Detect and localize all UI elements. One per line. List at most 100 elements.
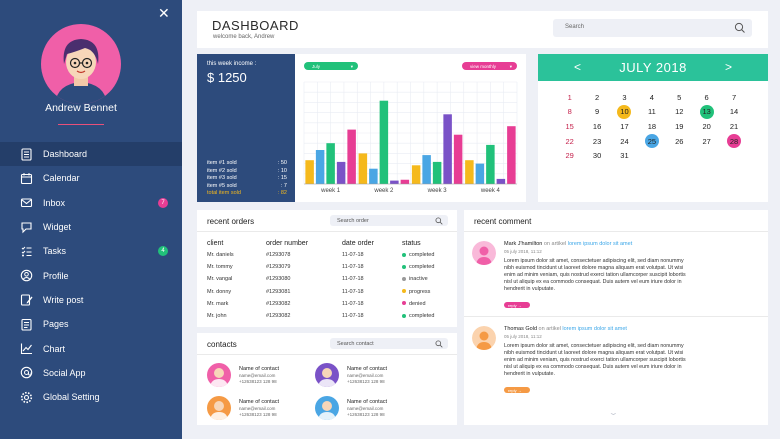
close-icon[interactable]: ✕ bbox=[158, 5, 170, 21]
calendar-day[interactable]: 9 bbox=[583, 105, 610, 120]
contact-search-input[interactable]: Search contact bbox=[330, 338, 448, 349]
sidebar-item-label: Tasks bbox=[43, 246, 67, 257]
table-row[interactable]: Mr. tommy #1293079 11-07-18 completed bbox=[207, 261, 452, 273]
contact-item[interactable]: Name of contact name@email.com +12638123 1… bbox=[207, 396, 279, 420]
calendar-day[interactable]: 4 bbox=[638, 90, 665, 105]
calendar-day[interactable]: 5 bbox=[666, 90, 693, 105]
calendar-day-number: 10 bbox=[617, 104, 632, 119]
sidebar-item-global-setting[interactable]: Global Setting bbox=[0, 385, 182, 409]
calendar-day[interactable]: 14 bbox=[720, 105, 747, 120]
tasks-icon bbox=[19, 244, 34, 259]
table-row[interactable]: Mr. john #1293082 11-07-18 completed bbox=[207, 310, 452, 322]
search-icon[interactable] bbox=[435, 339, 443, 348]
calendar-day[interactable]: 29 bbox=[556, 148, 583, 163]
comment-author-line: Mark J'hamilton on artikel lorem ipsum d… bbox=[504, 241, 632, 247]
calendar-day[interactable]: 27 bbox=[693, 134, 720, 149]
column-header: status bbox=[402, 239, 421, 247]
income-item: item #1 sold: 50 bbox=[207, 160, 287, 168]
reply-button[interactable]: reply → bbox=[504, 387, 530, 393]
status-badge: progress bbox=[409, 288, 431, 295]
comment-avatar bbox=[472, 241, 496, 265]
order-search-input[interactable]: Search order bbox=[330, 215, 448, 226]
calendar-day[interactable]: 18 bbox=[638, 119, 665, 134]
calendar-day[interactable]: 13 bbox=[693, 104, 720, 120]
contact-item[interactable]: Name of contact name@email.com +12638123 1… bbox=[315, 363, 387, 387]
avatar[interactable] bbox=[41, 24, 121, 104]
calendar-day[interactable]: 20 bbox=[693, 119, 720, 134]
bar-chart: week 1 week 2 week 3 week 4 bbox=[303, 81, 518, 194]
sidebar-item-widget[interactable]: Widget bbox=[0, 215, 182, 239]
comment-date: 05 july 2018, 11:12 bbox=[504, 248, 542, 254]
contact-avatar bbox=[315, 363, 339, 387]
calendar-day[interactable]: 17 bbox=[611, 119, 638, 134]
calendar-day[interactable]: 3 bbox=[611, 90, 638, 105]
search-icon[interactable] bbox=[435, 216, 443, 225]
calendar-day[interactable]: 8 bbox=[556, 105, 583, 120]
article-link[interactable]: lorem ipsum dolor sit amet bbox=[562, 326, 627, 332]
contacts-title: contacts bbox=[207, 340, 237, 349]
sidebar-item-pages[interactable]: Pages bbox=[0, 312, 182, 336]
calendar-day[interactable]: 12 bbox=[666, 105, 693, 120]
table-row[interactable]: Mr. donny #1293081 11-07-18 progress bbox=[207, 286, 452, 298]
calendar-day[interactable]: 6 bbox=[693, 90, 720, 105]
table-row[interactable]: Mr. vangal #1293080 11-07-18 inactive bbox=[207, 273, 452, 285]
search-input[interactable]: Search bbox=[553, 19, 752, 37]
next-month-icon[interactable]: > bbox=[725, 60, 733, 74]
sidebar-item-profile[interactable]: Profile bbox=[0, 263, 182, 287]
sidebar-item-label: Widget bbox=[43, 222, 72, 233]
calendar-day[interactable]: 24 bbox=[611, 134, 638, 149]
chart-bar bbox=[379, 100, 389, 184]
sidebar-item-label: Social App bbox=[43, 367, 86, 378]
sidebar-item-dashboard[interactable]: Dashboard bbox=[0, 142, 182, 167]
client-cell: Mr. tommy bbox=[207, 264, 233, 271]
sidebar-item-inbox[interactable]: Inbox 7 bbox=[0, 191, 182, 215]
sidebar-item-chart[interactable]: Chart bbox=[0, 336, 182, 360]
status-dot bbox=[402, 289, 406, 294]
sidebar-item-social-app[interactable]: Social App bbox=[0, 361, 182, 385]
contacts-panel: contacts Search contact Name of contact n… bbox=[197, 333, 457, 425]
calendar-day[interactable]: 15 bbox=[556, 119, 583, 134]
status-dot bbox=[402, 313, 406, 318]
calendar-day[interactable]: 23 bbox=[583, 134, 610, 149]
sidebar-item-write-post[interactable]: Write post bbox=[0, 288, 182, 312]
calendar-day[interactable]: 21 bbox=[720, 119, 747, 134]
calendar-day[interactable]: 28 bbox=[720, 134, 747, 149]
contact-item[interactable]: Name of contact name@email.com +12638123 1… bbox=[315, 396, 387, 420]
income-item-value: : 82 bbox=[277, 190, 287, 197]
write-post-icon bbox=[19, 292, 34, 307]
calendar-day[interactable]: 16 bbox=[583, 119, 610, 134]
reply-button[interactable]: reply → bbox=[504, 302, 530, 308]
calendar-day[interactable]: 31 bbox=[611, 148, 638, 163]
client-cell: Mr. donny bbox=[207, 288, 232, 295]
calendar-day[interactable]: 30 bbox=[583, 148, 610, 163]
calendar-day[interactable]: 10 bbox=[611, 104, 638, 120]
calendar-day[interactable]: 1 bbox=[556, 90, 583, 105]
sidebar-item-calendar[interactable]: Calendar bbox=[0, 166, 182, 190]
calendar-day[interactable]: 7 bbox=[720, 90, 747, 105]
order-search-placeholder: Search order bbox=[337, 217, 369, 224]
calendar-day[interactable]: 22 bbox=[556, 134, 583, 149]
search-icon[interactable] bbox=[734, 22, 746, 34]
calendar-day-number: 12 bbox=[675, 107, 684, 117]
comment-author: Mark J'hamilton bbox=[504, 241, 543, 247]
month-dropdown[interactable]: July ▾ bbox=[304, 62, 358, 70]
x-tick-label: week 3 bbox=[427, 188, 448, 194]
calendar-day[interactable]: 25 bbox=[638, 134, 665, 149]
prev-month-icon[interactable]: < bbox=[574, 60, 582, 74]
header: DASHBOARD welcome back, Andrew Search bbox=[197, 11, 768, 48]
divider bbox=[197, 231, 457, 232]
chevron-down-icon[interactable]: ⌄ bbox=[607, 408, 619, 417]
sidebar-item-label: Calendar bbox=[43, 173, 80, 184]
comment-date: 05 july 2018, 11:12 bbox=[504, 333, 542, 339]
sidebar-item-tasks[interactable]: Tasks 4 bbox=[0, 239, 182, 263]
calendar-day[interactable]: 11 bbox=[638, 105, 665, 120]
contact-item[interactable]: Name of contact name@email.com +12638123 1… bbox=[207, 363, 279, 387]
view-dropdown[interactable]: view monthly ▾ bbox=[462, 62, 517, 70]
table-row[interactable]: Mr. mark #1293082 11-07-18 denied bbox=[207, 298, 452, 310]
calendar-day[interactable]: 19 bbox=[666, 119, 693, 134]
calendar-day[interactable]: 2 bbox=[583, 90, 610, 105]
article-link[interactable]: lorem ipsum dolor sit amet bbox=[567, 241, 633, 247]
table-row[interactable]: Mr. daniels #1293078 11-07-18 completed bbox=[207, 249, 452, 261]
income-item-label: item #5 sold bbox=[207, 182, 237, 189]
calendar-day[interactable]: 26 bbox=[666, 134, 693, 149]
